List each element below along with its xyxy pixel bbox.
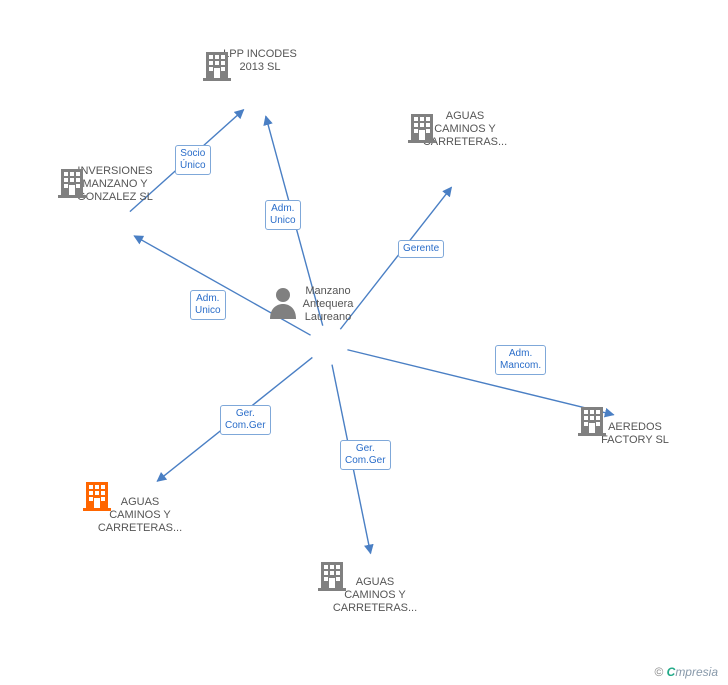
watermark-brand-letter: C xyxy=(667,665,676,679)
edge-label: Adm. Unico xyxy=(265,200,301,230)
node-inv[interactable]: INVERSIONES MANZANO Y GONZALEZ SL xyxy=(55,165,175,222)
node-lpp[interactable]: LPP INCODES 2013 SL xyxy=(200,48,320,92)
watermark-symbol: © xyxy=(654,665,663,679)
edge-label: Ger. Com.Ger xyxy=(340,440,391,470)
watermark: © Cmpresia xyxy=(654,665,718,679)
watermark-brand-rest: mpresia xyxy=(675,665,718,679)
node-aguas_s[interactable]: AGUAS CAMINOS Y CARRETERAS... xyxy=(315,558,435,615)
node-aguas_sw[interactable]: AGUAS CAMINOS Y CARRETERAS... xyxy=(80,478,200,535)
edge-label: Adm. Unico xyxy=(190,290,226,320)
edge-label: Gerente xyxy=(398,240,444,258)
edge-label: Adm. Mancom. xyxy=(495,345,546,375)
edge-label: Socio Único xyxy=(175,145,211,175)
node-aeredos[interactable]: AEREDOS FACTORY SL xyxy=(575,403,695,447)
center-node[interactable]: Manzano Antequera Laureano xyxy=(268,285,388,342)
node-aguas_ne[interactable]: AGUAS CAMINOS Y CARRETERAS... xyxy=(405,110,525,167)
edge-label: Ger. Com.Ger xyxy=(220,405,271,435)
edge-line xyxy=(347,350,613,415)
